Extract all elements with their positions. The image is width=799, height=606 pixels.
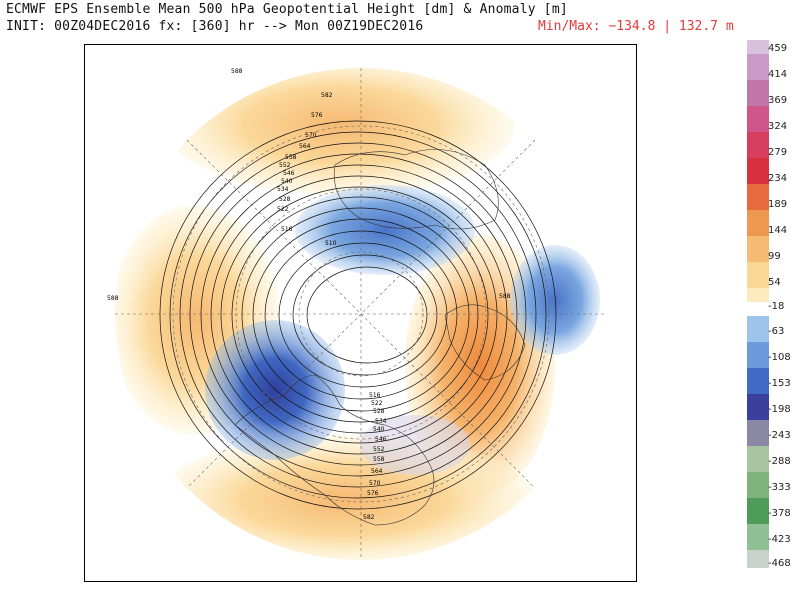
colorbar-label: 189 (768, 199, 788, 210)
contour-label: 570 (369, 480, 381, 487)
colorbar-label: 99 (768, 251, 781, 262)
contour-label: 546 (283, 170, 295, 177)
contour-label: 516 (281, 226, 293, 233)
positive-anomaly-north (165, 68, 515, 195)
colorbar-label: 144 (768, 225, 788, 236)
contour-label: 558 (285, 154, 297, 161)
minmax-readout: Min/Max: −134.8 | 132.7 m (538, 19, 734, 34)
contour-label: 546 (375, 436, 387, 443)
contour-label: 540 (281, 178, 293, 185)
negative-anomaly-asia (510, 245, 600, 355)
colorbar-label: -378 (768, 508, 791, 519)
colorbar-label: 54 (768, 277, 781, 288)
polar-stereographic-map: 588 582 576 570 564 558 552 546 540 534 … (84, 44, 637, 582)
contour-label: 576 (367, 490, 379, 497)
contour-label: 552 (373, 446, 385, 453)
contour-label: 564 (299, 143, 311, 150)
contour-label: 582 (321, 92, 333, 99)
colorbar-label: -108 (768, 352, 791, 363)
anomaly-shading (115, 68, 600, 560)
contour-label: 588 (107, 295, 119, 302)
colorbar-label: -468 (768, 558, 791, 569)
contour-label: 510 (325, 240, 337, 247)
graticule (115, 68, 607, 560)
contour-label: 522 (371, 400, 383, 407)
colorbar-label: -243 (768, 430, 791, 441)
colorbar-label: -18 (768, 301, 785, 312)
contour-label: 528 (279, 196, 291, 203)
contour-label: 564 (371, 468, 383, 475)
contour-label: 540 (373, 426, 385, 433)
colorbar-label: 459 (768, 43, 788, 54)
contour-label: 570 (305, 132, 317, 139)
map-canvas: 588 582 576 570 564 558 552 546 540 534 … (107, 68, 607, 560)
contour-labels: 588 582 576 570 564 558 552 546 540 534 … (107, 68, 511, 521)
contour-label: 516 (369, 392, 381, 399)
contour-label: 588 (499, 293, 511, 300)
contour-label: 534 (375, 418, 387, 425)
chart-title: ECMWF EPS Ensemble Mean 500 hPa Geopoten… (6, 2, 568, 17)
colorbar-label: -198 (768, 404, 791, 415)
colorbar-label: -63 (768, 326, 785, 337)
colorbar-label: 279 (768, 147, 788, 158)
anomaly-colorbar (747, 40, 769, 568)
contour-label: 558 (373, 456, 385, 463)
contour-label: 528 (373, 408, 385, 415)
contour-label: 522 (277, 206, 289, 213)
height-contours (159, 120, 557, 510)
colorbar-label: 414 (768, 69, 788, 80)
colorbar-label: -423 (768, 534, 791, 545)
contour-label: 534 (277, 186, 289, 193)
contour-label: 552 (279, 162, 291, 169)
colorbar-label: -333 (768, 482, 791, 493)
contour-label: 588 (231, 68, 243, 75)
negative-anomaly-alaska (205, 320, 345, 460)
colorbar-label: 324 (768, 121, 788, 132)
colorbar-label: -288 (768, 456, 791, 467)
colorbar-label: 369 (768, 95, 788, 106)
contour-label: 576 (311, 112, 323, 119)
colorbar-label: -153 (768, 378, 791, 389)
negative-anomaly-arctic (295, 185, 475, 275)
coastlines (234, 149, 526, 526)
colorbar-label: 234 (768, 173, 788, 184)
positive-anomaly-south (155, 435, 535, 560)
init-forecast-line: INIT: 00Z04DEC2016 fx: [360] hr --> Mon … (6, 19, 424, 34)
contour-label: 582 (363, 514, 375, 521)
